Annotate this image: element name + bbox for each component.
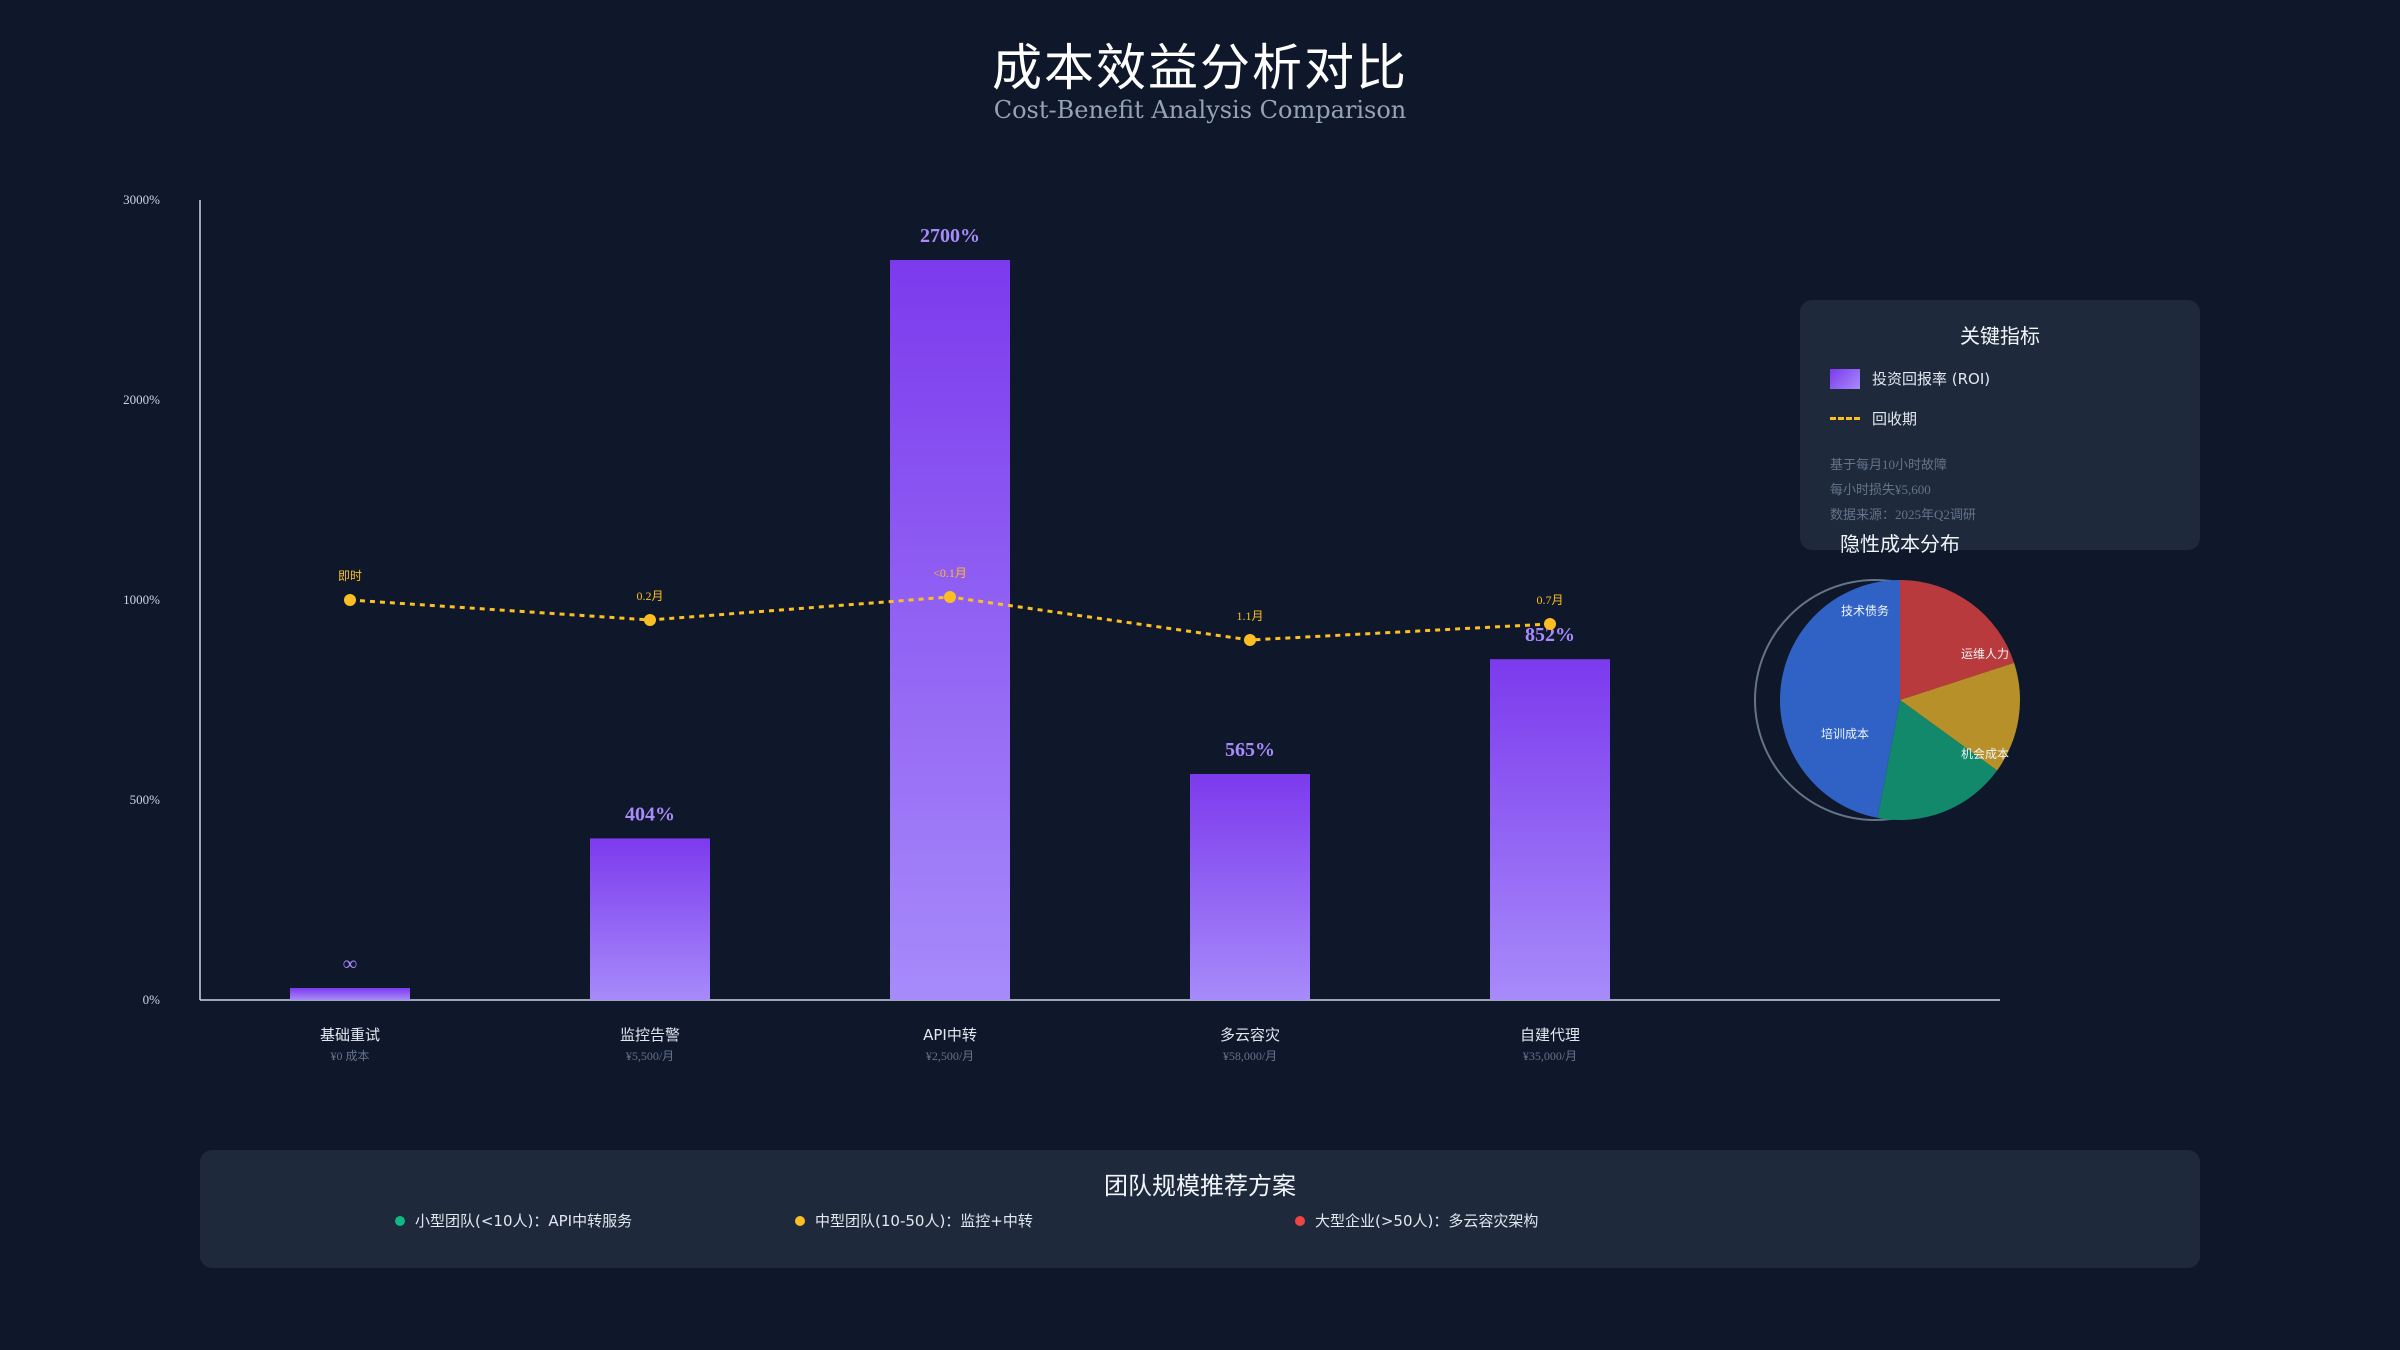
payback-label: 即时 — [338, 569, 362, 583]
note-2: 每小时损失¥5,600 — [1830, 482, 1931, 497]
payback-label: 0.7月 — [1536, 593, 1563, 607]
roi-bar — [290, 988, 410, 1000]
recommendation-medium-label: 中型团队(10-50人)：监控+中转 — [815, 1212, 1033, 1230]
roi-bar — [1190, 774, 1310, 1000]
category-label: 自建代理 — [1520, 1026, 1580, 1044]
note-3: 数据来源：2025年Q2调研 — [1830, 507, 1976, 522]
roi-bar — [1490, 659, 1610, 1000]
category-cost-label: ¥5,500/月 — [626, 1049, 674, 1063]
roi-bar — [590, 838, 710, 1000]
pie-slice-label: 培训成本 — [1821, 726, 1869, 741]
page-title: 成本效益分析对比 — [992, 39, 1408, 97]
category-label: 监控告警 — [620, 1026, 680, 1044]
legend-swatch-payback — [1830, 417, 1860, 420]
legend-title: 关键指标 — [1960, 324, 2040, 348]
pie-slice — [1900, 580, 2015, 700]
roi-value-label: 404% — [625, 803, 675, 825]
payback-point — [1544, 618, 1556, 630]
roi-bar — [890, 260, 1010, 1000]
roi-value-label: 852% — [1525, 624, 1575, 646]
recommendation-small-team: 小型团队(<10人)：API中转服务 — [395, 1210, 632, 1231]
pie-slice-label: 机会成本 — [1961, 747, 2009, 761]
page-subtitle: Cost-Benefit Analysis Comparison — [993, 96, 1407, 124]
payback-label: <0.1月 — [933, 566, 967, 580]
y-tick-label: 0% — [143, 992, 161, 1007]
recommendation-title: 团队规模推荐方案 — [1104, 1172, 1296, 1200]
payback-point — [644, 614, 656, 626]
pie-slice-label: 技术债务 — [1841, 603, 1889, 618]
roi-value-label: 2700% — [920, 225, 980, 247]
legend-swatch-roi — [1830, 368, 1860, 389]
payback-point — [1244, 634, 1256, 646]
recommendation-panel: 团队规模推荐方案 小型团队(<10人)：API中转服务 中型团队(10-50人)… — [200, 1150, 2200, 1268]
legend-item-roi: 投资回报率 (ROI) — [1830, 368, 1990, 389]
legend-label-roi: 投资回报率 (ROI) — [1872, 370, 1991, 388]
recommendation-small-label: 小型团队(<10人)：API中转服务 — [415, 1212, 633, 1230]
legend-item-payback: 回收期 — [1830, 408, 1917, 429]
category-label: API中转 — [923, 1026, 977, 1044]
dot-medium — [795, 1215, 805, 1226]
pie-slice-label: 运维人力 — [1961, 647, 2009, 661]
pie-title: 隐性成本分布 — [1840, 532, 1960, 556]
note-1: 基于每月10小时故障 — [1830, 457, 1948, 472]
pie-slice — [1877, 700, 1998, 820]
category-cost-label: ¥2,500/月 — [926, 1049, 974, 1063]
category-cost-label: ¥0 成本 — [330, 1049, 369, 1063]
pie-slice — [1780, 580, 1900, 818]
y-tick-label: 500% — [130, 792, 161, 807]
recommendation-medium-team: 中型团队(10-50人)：监控+中转 — [795, 1210, 1033, 1231]
pie-slice — [1900, 662, 2020, 771]
recommendation-large-label: 大型企业(>50人)：多云容灾架构 — [1315, 1212, 1539, 1230]
legend-label-payback: 回收期 — [1872, 410, 1918, 428]
payback-label: 0.2月 — [636, 589, 663, 603]
payback-point — [344, 594, 356, 606]
dot-small — [395, 1215, 405, 1226]
dot-large — [1295, 1215, 1305, 1226]
legend-panel: 关键指标 投资回报率 (ROI) 回收期 基于每月10小时故障 每小时损失¥5,… — [1800, 300, 2200, 550]
category-label: 多云容灾 — [1220, 1026, 1280, 1044]
payback-point — [944, 591, 956, 603]
category-cost-label: ¥58,000/月 — [1223, 1049, 1277, 1063]
payback-label: 1.1月 — [1236, 609, 1263, 623]
category-cost-label: ¥35,000/月 — [1523, 1049, 1577, 1063]
y-tick-label: 3000% — [123, 192, 160, 207]
category-label: 基础重试 — [320, 1026, 380, 1044]
recommendation-large-team: 大型企业(>50人)：多云容灾架构 — [1295, 1210, 1538, 1231]
roi-value-label: ∞ — [343, 953, 357, 975]
roi-value-label: 565% — [1225, 739, 1275, 761]
y-tick-label: 1000% — [123, 592, 160, 607]
y-tick-label: 2000% — [123, 392, 160, 407]
